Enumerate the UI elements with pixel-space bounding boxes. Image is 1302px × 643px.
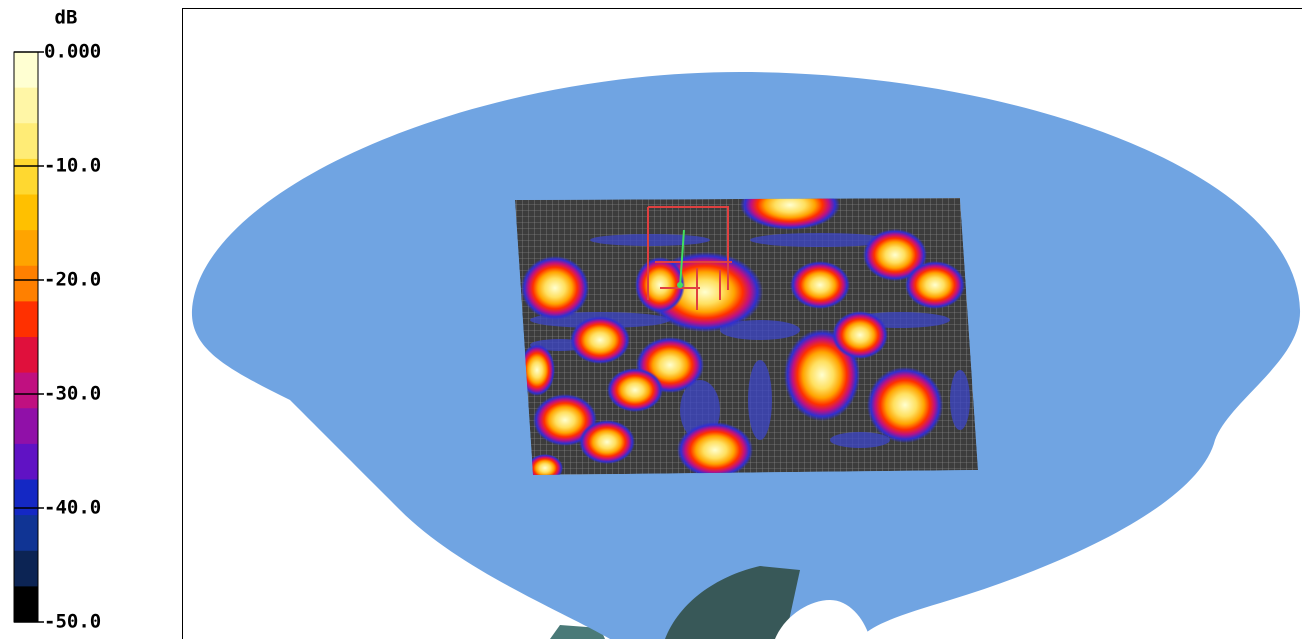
tick-label: -20.0 [44, 269, 101, 291]
colorbar-unit: dB [55, 7, 78, 29]
colorbar-band [14, 230, 38, 266]
field-map [515, 180, 978, 482]
colorbar-band [14, 301, 38, 337]
tick-label: -40.0 [44, 497, 101, 519]
probe-origin [677, 282, 683, 288]
viewport [183, 9, 1302, 640]
colorbar-band [14, 123, 38, 159]
tick-label: -50.0 [44, 611, 101, 633]
colorbar-band [14, 551, 38, 587]
colorbar-band [14, 159, 38, 195]
tick-label: -10.0 [44, 155, 101, 177]
colorbar-band [14, 52, 38, 88]
colorbar-band [14, 515, 38, 551]
tick-label: 0.000 [44, 41, 101, 63]
colorbar-bands [14, 52, 38, 623]
colorbar-band [14, 586, 38, 622]
colorbar-band [14, 195, 38, 231]
colorbar-band [14, 337, 38, 373]
colorbar-band [14, 266, 38, 302]
colorbar-band [14, 444, 38, 480]
colorbar-band [14, 480, 38, 516]
tick-label: -30.0 [44, 383, 101, 405]
colorbar-band [14, 88, 38, 124]
colorbar: dB 0.000 -10.0 -20.0 -30.0 -40.0 -50.0 [14, 7, 101, 633]
colorbar-band [14, 408, 38, 444]
colorbar-band [14, 373, 38, 409]
